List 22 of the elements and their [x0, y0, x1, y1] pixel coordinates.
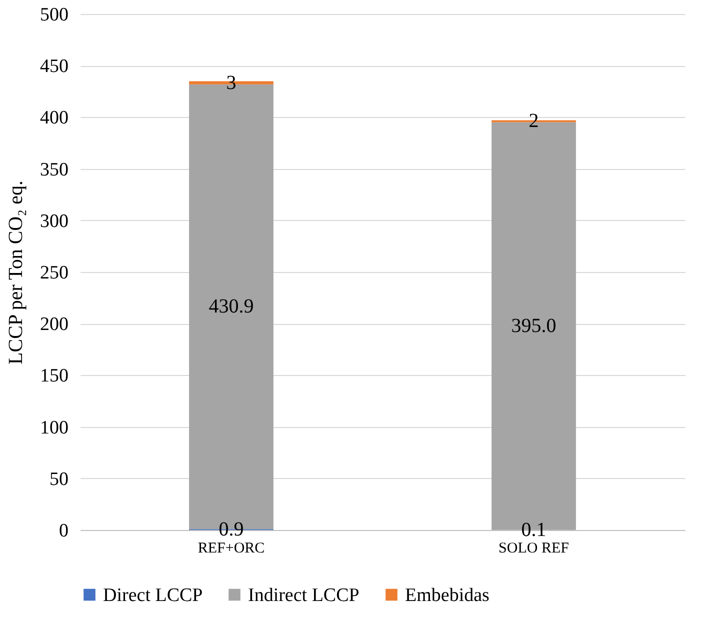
data-label: 3: [226, 72, 236, 94]
y-tick-label: 200: [40, 314, 68, 336]
x-tick-label: SOLO REF: [498, 540, 569, 556]
y-tick-label: 100: [40, 417, 68, 438]
y-tick-label: 150: [40, 366, 68, 387]
x-tick-label: REF+ORC: [198, 540, 265, 556]
y-tick-label: 50: [50, 468, 68, 490]
y-tick-label: 500: [40, 4, 68, 26]
y-tick-label: 0: [59, 520, 68, 542]
legend-label: Indirect LCCP: [248, 584, 360, 606]
y-tick-label: 350: [40, 159, 68, 180]
y-tick-label: 250: [40, 262, 68, 284]
y-axis-title: LCCP per Ton CO₂ eq.: [5, 180, 27, 364]
data-label: 430.9: [208, 296, 254, 318]
legend-label: Direct LCCP: [103, 584, 203, 606]
data-label: 395.0: [511, 315, 556, 338]
data-label: 0.1: [521, 518, 546, 541]
legend-label: Embebidas: [405, 584, 490, 606]
data-label: 2: [528, 110, 539, 132]
y-tick-label: 450: [40, 56, 68, 78]
y-tick-label: 300: [40, 210, 68, 232]
y-tick-label: 400: [40, 108, 68, 129]
